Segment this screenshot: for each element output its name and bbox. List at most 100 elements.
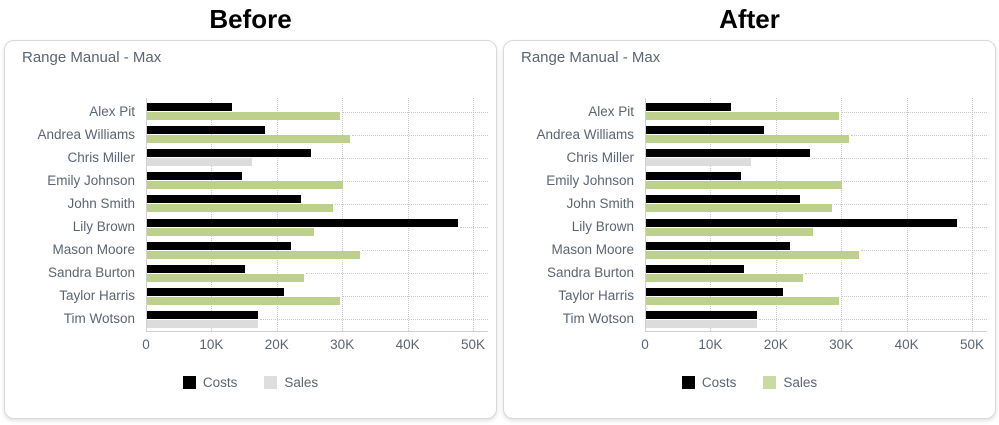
y-axis-label: Taylor Harris [558, 288, 634, 304]
y-axis-label: Sandra Burton [546, 265, 634, 281]
vertical-gridline [407, 98, 409, 331]
legend-swatch [763, 376, 777, 389]
bar-sales[interactable] [147, 319, 259, 328]
bar-sales[interactable] [646, 135, 849, 144]
y-axis-label: Tim Wotson [562, 311, 634, 327]
after-chart-panel: Range Manual - Max Costs Sales 0 10K 20K 30K… [503, 40, 996, 419]
y-axis-label: John Smith [566, 195, 634, 211]
x-axis-tick-label: 40K [894, 337, 919, 352]
y-axis-label: Andrea Williams [536, 126, 634, 142]
category-gridline [341, 111, 488, 113]
bar-sales[interactable] [646, 112, 839, 120]
before-legend: Costs Sales [5, 375, 496, 390]
legend-item-costs[interactable]: Costs [681, 375, 736, 390]
bar-costs[interactable] [147, 218, 458, 227]
bar-costs[interactable] [147, 149, 311, 158]
bar-sales[interactable] [147, 112, 340, 120]
bar-sales[interactable] [646, 319, 758, 328]
y-axis-label: Sandra Burton [47, 265, 135, 281]
category-gridline [351, 134, 488, 136]
bar-sales[interactable] [147, 250, 360, 259]
category-gridline [361, 250, 488, 252]
bar-costs[interactable] [147, 287, 285, 296]
vertical-gridline [906, 98, 908, 331]
chart-title: Range Manual - Max [22, 49, 162, 66]
vertical-gridline [775, 98, 777, 331]
bar-sales[interactable] [646, 227, 813, 236]
bar-costs[interactable] [646, 172, 741, 181]
category-gridline [958, 227, 987, 229]
y-axis-label: Taylor Harris [59, 288, 135, 304]
bar-costs[interactable] [646, 126, 764, 135]
y-axis-label: Mason Moore [52, 242, 135, 258]
legend-item-sales[interactable]: Sales [763, 375, 817, 390]
bar-costs[interactable] [646, 310, 758, 319]
x-axis-tick-label: 50K [959, 337, 985, 352]
after-header: After [719, 3, 780, 34]
before-header: Before [209, 3, 292, 34]
y-axis-label: Lily Brown [72, 219, 135, 235]
y-axis-label: Alex Pit [89, 103, 135, 119]
before-chart-panel: Range Manual - Max Costs Sales 0 10K 20K 30K… [4, 40, 497, 419]
x-axis-tick-label: 0 [142, 337, 150, 352]
category-gridline [840, 111, 987, 113]
legend-label: Costs [202, 375, 238, 390]
bar-costs[interactable] [147, 310, 259, 319]
x-axis-tick-label: 40K [395, 337, 420, 352]
bar-sales[interactable] [147, 296, 340, 305]
bar-sales[interactable] [147, 227, 314, 236]
bar-costs[interactable] [147, 126, 265, 135]
bar-sales[interactable] [147, 135, 350, 144]
bar-costs[interactable] [147, 103, 233, 111]
x-axis-tick-label: 30K [829, 337, 854, 352]
legend-swatch [681, 376, 695, 389]
bar-costs[interactable] [646, 241, 790, 250]
vertical-gridline [841, 98, 843, 331]
bar-sales[interactable] [147, 181, 344, 190]
y-axis-label: Chris Miller [67, 149, 136, 165]
bar-costs[interactable] [147, 172, 242, 181]
bar-sales[interactable] [147, 273, 304, 282]
legend-item-sales[interactable]: Sales [264, 375, 318, 390]
bar-costs[interactable] [646, 287, 784, 296]
vertical-gridline [342, 98, 344, 331]
bar-sales[interactable] [646, 158, 751, 167]
x-axis-tick-label: 20K [763, 337, 788, 352]
x-axis-tick-label: 30K [330, 337, 355, 352]
bar-costs[interactable] [646, 103, 732, 111]
y-axis-line [146, 98, 147, 331]
bar-sales[interactable] [646, 250, 859, 259]
bar-costs[interactable] [147, 195, 301, 204]
bar-costs[interactable] [646, 149, 810, 158]
category-gridline [834, 203, 987, 205]
bar-sales[interactable] [646, 273, 803, 282]
bar-costs[interactable] [646, 195, 800, 204]
category-gridline [345, 180, 488, 182]
legend-swatch [182, 376, 196, 389]
y-axis-label: Tim Wotson [63, 311, 135, 327]
category-gridline [305, 273, 488, 275]
bar-sales[interactable] [646, 296, 839, 305]
bar-costs[interactable] [646, 264, 745, 273]
bar-costs[interactable] [147, 241, 291, 250]
bar-costs[interactable] [147, 264, 246, 273]
x-axis-tick-label: 10K [199, 337, 224, 352]
bar-sales[interactable] [646, 204, 833, 213]
y-axis-label: Andrea Williams [37, 126, 135, 142]
bar-sales[interactable] [147, 204, 334, 213]
bar-sales[interactable] [646, 181, 843, 190]
category-gridline [811, 157, 987, 159]
x-axis-line [645, 331, 987, 332]
legend-item-costs[interactable]: Costs [182, 375, 238, 390]
vertical-gridline [211, 98, 213, 331]
vertical-gridline [473, 98, 474, 331]
vertical-gridline [710, 98, 712, 331]
bar-sales[interactable] [147, 158, 252, 167]
bar-costs[interactable] [646, 218, 957, 227]
vertical-gridline [276, 98, 278, 331]
after-legend: Costs Sales [504, 375, 995, 390]
y-axis-label: John Smith [67, 195, 135, 211]
category-gridline [840, 296, 987, 298]
category-gridline [850, 134, 987, 136]
